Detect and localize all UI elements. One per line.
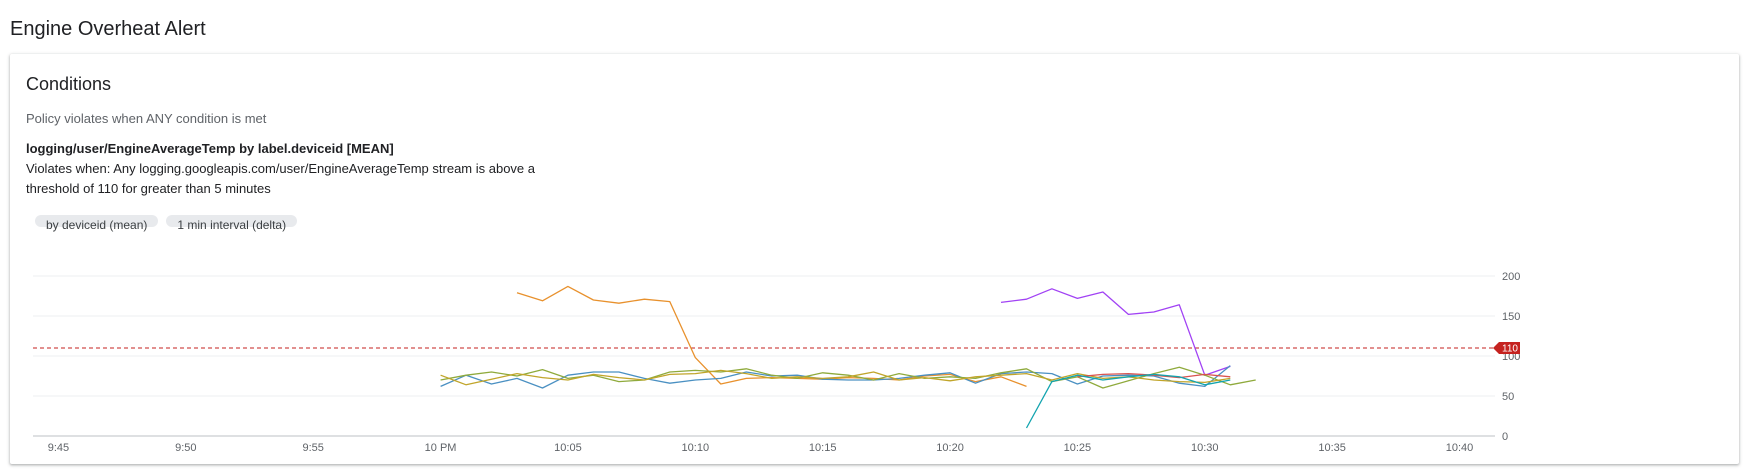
y-tick-label: 0	[1502, 431, 1508, 443]
series-line-4	[441, 370, 1231, 384]
x-tick-label: 9:45	[48, 442, 69, 454]
x-tick-label: 10:20	[936, 442, 964, 454]
condition-description: Violates when: Any logging.googleapis.co…	[26, 159, 586, 199]
y-tick-label: 150	[1502, 311, 1520, 323]
policy-text: Policy violates when ANY condition is me…	[26, 111, 266, 126]
series-line-1	[1001, 289, 1230, 375]
x-tick-label: 10:30	[1191, 442, 1219, 454]
series-line-2	[441, 366, 1231, 388]
y-tick-label: 200	[1502, 271, 1520, 283]
x-tick-label: 10:40	[1446, 442, 1474, 454]
x-tick-label: 10 PM	[425, 442, 457, 454]
conditions-title: Conditions	[26, 74, 111, 95]
condition-name: logging/user/EngineAverageTemp by label.…	[26, 141, 394, 156]
conditions-card: Conditions Policy violates when ANY cond…	[10, 54, 1739, 464]
x-tick-label: 10:25	[1064, 442, 1092, 454]
y-tick-label: 50	[1502, 391, 1514, 403]
x-tick-label: 9:55	[302, 442, 323, 454]
x-tick-label: 10:10	[682, 442, 710, 454]
page-title: Engine Overheat Alert	[10, 18, 206, 41]
x-tick-label: 9:50	[175, 442, 196, 454]
threshold-label: 110	[1502, 344, 1518, 355]
chip-group-by[interactable]: by deviceid (mean)	[35, 215, 158, 227]
x-tick-label: 10:35	[1318, 442, 1346, 454]
chip-interval[interactable]: 1 min interval (delta)	[166, 215, 297, 227]
x-tick-label: 10:05	[554, 442, 582, 454]
x-tick-label: 10:15	[809, 442, 837, 454]
chip-group: by deviceid (mean) 1 min interval (delta…	[35, 215, 297, 227]
